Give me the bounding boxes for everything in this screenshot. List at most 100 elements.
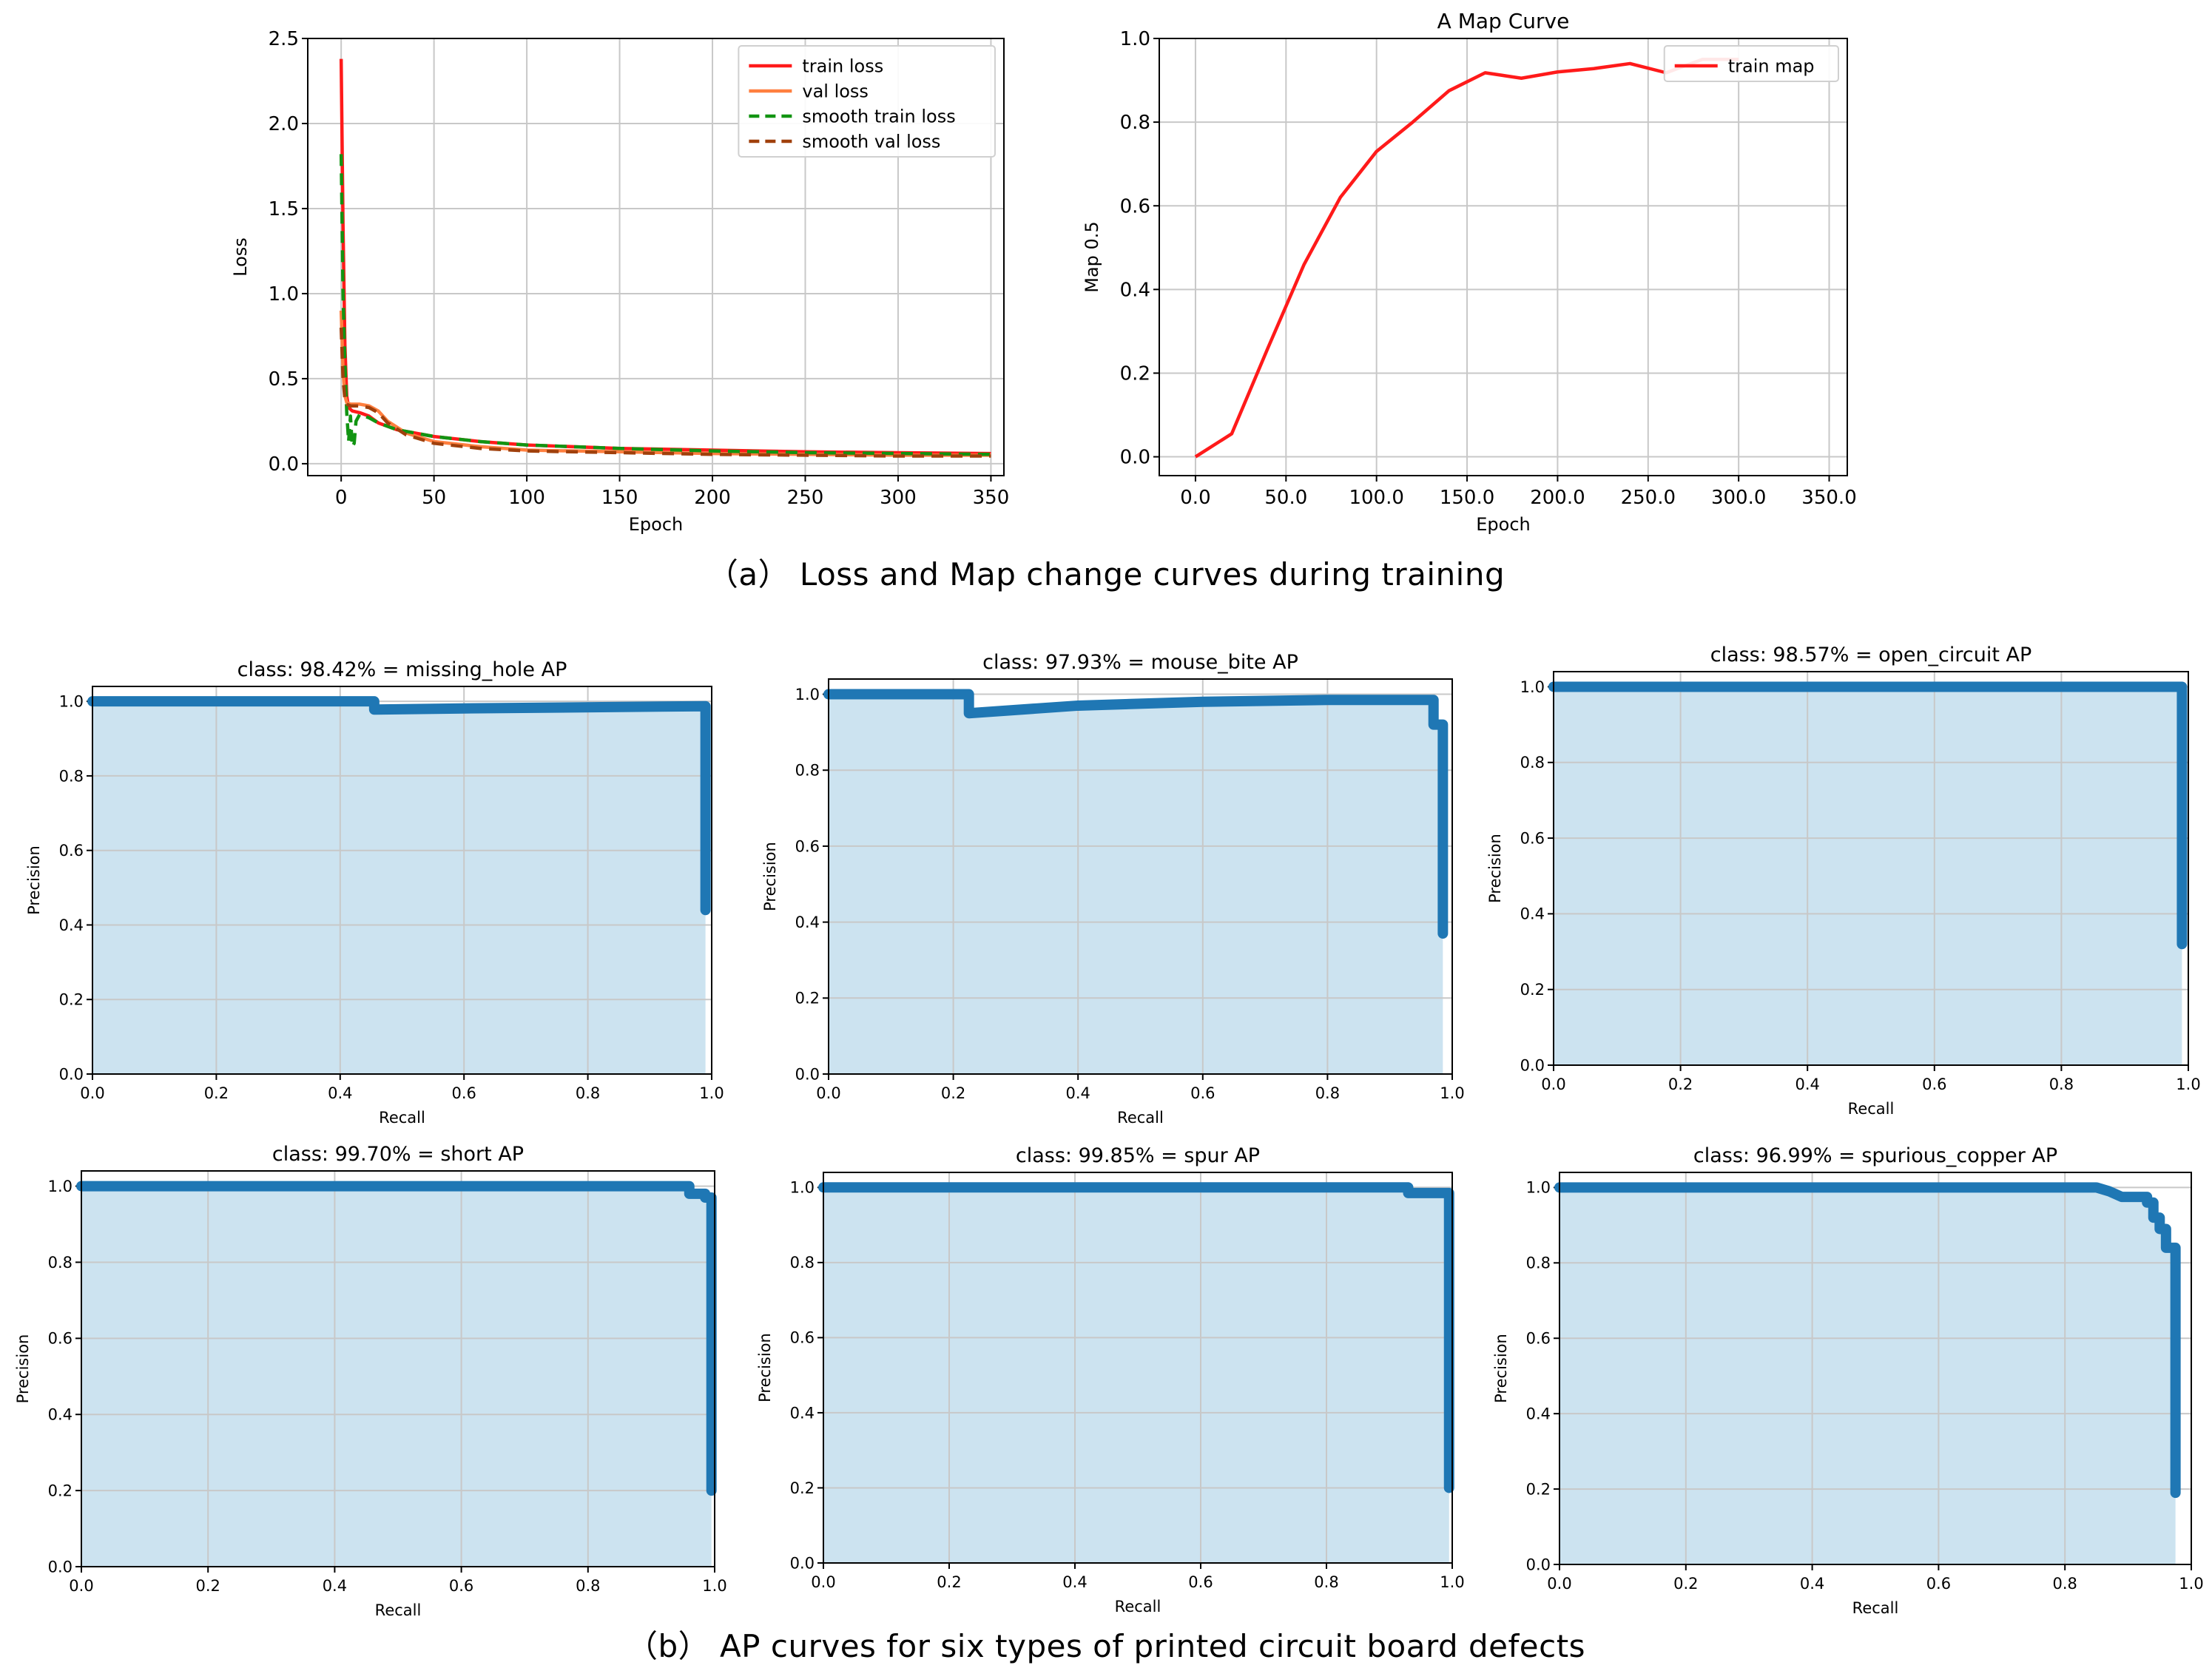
x-tick-label: 0.6 xyxy=(1188,1573,1213,1591)
x-tick-label: 100 xyxy=(508,487,545,509)
pr-area-fill xyxy=(1554,686,2182,1065)
y-tick-label: 0.8 xyxy=(790,1254,815,1272)
series-line-smooth-val-loss xyxy=(339,327,991,458)
axes-frame xyxy=(828,678,1453,1075)
x-tick-label: 0.4 xyxy=(328,1084,352,1102)
x-tick-label: 250 xyxy=(787,487,824,509)
y-tick-label: 0.2 xyxy=(59,991,84,1009)
y-tick-label: 0.2 xyxy=(795,990,820,1007)
chart-loss: 0 50 100 150 200 250 300 350 0.0 0.5 1.0 1.5 2.0 2.5 E… xyxy=(230,28,1009,535)
x-tick-label: 0.0 xyxy=(80,1084,104,1102)
x-tick-label: 0.6 xyxy=(1926,1575,1951,1593)
x-tick-label: 100.0 xyxy=(1349,487,1403,509)
x-tick-label: 1.0 xyxy=(1440,1084,1464,1102)
legend-label: smooth train loss xyxy=(802,106,955,126)
chart-title: class: 96.99% = spurious_copper AP xyxy=(1693,1144,2057,1167)
x-tick-label: 0.8 xyxy=(1314,1573,1338,1591)
legend-label: train loss xyxy=(802,55,883,76)
x-tick-label: 0.0 xyxy=(1541,1076,1565,1093)
y-tick-label: 0.0 xyxy=(790,1554,815,1572)
y-tick-label: 2.5 xyxy=(269,28,299,50)
chart-title: class: 99.70% = short AP xyxy=(272,1143,524,1166)
x-tick-label: 200 xyxy=(694,487,731,509)
y-tick-label: 0.2 xyxy=(1520,981,1545,999)
y-tick-label: 0.0 xyxy=(795,1065,820,1083)
y-tick-label: 1.5 xyxy=(269,198,299,220)
x-tick-label: 0.4 xyxy=(1062,1573,1087,1591)
y-tick-label: 0.2 xyxy=(48,1482,73,1499)
legend: train map xyxy=(1663,45,1839,82)
legend-label: smooth val loss xyxy=(802,131,940,152)
x-tick-label: 0.0 xyxy=(1180,487,1210,509)
y-axis-label: Precision xyxy=(756,1333,774,1402)
y-tick-label: 0.0 xyxy=(269,453,299,476)
x-tick-label: 300 xyxy=(880,487,917,509)
chart-title: class: 98.42% = missing_hole AP xyxy=(237,658,567,681)
pr-curve xyxy=(818,1182,1454,1493)
pr-area-fill xyxy=(829,694,1443,1074)
y-tick-label: 0.0 xyxy=(1526,1556,1551,1573)
legend: train loss val loss smooth train loss smoot… xyxy=(738,45,996,158)
x-tick-label: 1.0 xyxy=(702,1577,726,1595)
y-tick-label: 0.0 xyxy=(1120,447,1150,469)
x-tick-label: 1.0 xyxy=(1440,1573,1464,1591)
y-tick-label: 0.8 xyxy=(59,767,84,785)
y-tick-label: 0.8 xyxy=(795,762,820,780)
chart-mouse_bite: 0.0 0.2 0.4 0.6 0.8 1.0 0.0 0.2 0.4 0.6 0.8 1.0 clas… xyxy=(761,651,1465,1127)
chart-spurious_copper: 0.0 0.2 0.4 0.6 0.8 1.0 0.0 0.2 0.4 0.6 0.8 1.0 clas… xyxy=(1492,1144,2204,1617)
y-tick-label: 1.0 xyxy=(795,686,820,703)
axes-frame xyxy=(1159,38,1848,476)
legend-label: train map xyxy=(1728,55,1815,76)
axes-frame xyxy=(307,38,1005,476)
x-tick-label: 1.0 xyxy=(2179,1575,2203,1593)
x-axis-label: Epoch xyxy=(1476,514,1531,535)
y-tick-label: 1.0 xyxy=(1520,678,1545,696)
y-tick-label: 0.4 xyxy=(48,1406,73,1424)
y-tick-label: 0.6 xyxy=(795,837,820,855)
y-tick-label: 0.2 xyxy=(1526,1480,1551,1498)
y-tick-label: 0.6 xyxy=(1120,195,1150,217)
pr-curve xyxy=(1554,1182,2181,1499)
axes-frame xyxy=(823,1172,1453,1564)
x-tick-label: 50 xyxy=(422,487,446,509)
x-tick-label: 0.4 xyxy=(1800,1575,1824,1593)
chart-title: class: 97.93% = mouse_bite AP xyxy=(982,651,1298,674)
y-axis-label: Precision xyxy=(25,845,43,915)
pr-area-fill xyxy=(1559,1187,2176,1564)
pr-area-fill xyxy=(92,701,706,1074)
x-tick-label: 0.2 xyxy=(941,1084,965,1102)
plot-area xyxy=(1159,38,1847,476)
x-tick-label: 0.2 xyxy=(937,1573,961,1591)
y-tick-label: 1.0 xyxy=(790,1179,815,1197)
axes-frame xyxy=(81,1170,715,1567)
y-tick-label: 0.4 xyxy=(59,916,84,934)
y-tick-label: 0.0 xyxy=(1520,1056,1545,1074)
pr-curve xyxy=(76,1181,717,1496)
y-tick-label: 0.6 xyxy=(1520,829,1545,847)
y-tick-label: 0.6 xyxy=(48,1330,73,1348)
legend-label: val loss xyxy=(802,81,869,101)
y-tick-label: 1.0 xyxy=(1120,28,1150,50)
x-tick-label: 1.0 xyxy=(699,1084,724,1102)
x-tick-label: 0.0 xyxy=(1547,1575,1571,1593)
y-tick-label: 2.0 xyxy=(269,113,299,135)
x-tick-label: 0.8 xyxy=(1315,1084,1340,1102)
y-tick-label: 0.5 xyxy=(269,368,299,391)
pr-area-fill xyxy=(823,1187,1449,1563)
y-tick-label: 0.6 xyxy=(59,842,84,860)
chart-open_circuit: 0.0 0.2 0.4 0.6 0.8 1.0 0.0 0.2 0.4 0.6 0.8 1.0 clas… xyxy=(1486,644,2201,1118)
x-tick-label: 0.0 xyxy=(811,1573,835,1591)
axes-frame xyxy=(1553,671,2189,1066)
y-tick-label: 0.0 xyxy=(48,1558,73,1576)
chart-short: 0.0 0.2 0.4 0.6 0.8 1.0 0.0 0.2 0.4 0.6 0.8 1.0 clas… xyxy=(14,1143,727,1619)
y-tick-label: 0.2 xyxy=(790,1479,815,1497)
pr-area-fill xyxy=(81,1186,712,1567)
x-tick-label: 0.8 xyxy=(2052,1575,2077,1593)
x-tick-label: 0.8 xyxy=(576,1084,600,1102)
x-tick-label: 150 xyxy=(601,487,638,509)
y-tick-label: 0.4 xyxy=(795,914,820,931)
axes-frame xyxy=(92,686,712,1075)
chart-missing_hole: 0.0 0.2 0.4 0.6 0.8 1.0 0.0 0.2 0.4 0.6 0.8 1.0 clas… xyxy=(25,658,724,1127)
legend-box xyxy=(1663,45,1839,82)
y-tick-label: 1.0 xyxy=(269,283,299,305)
